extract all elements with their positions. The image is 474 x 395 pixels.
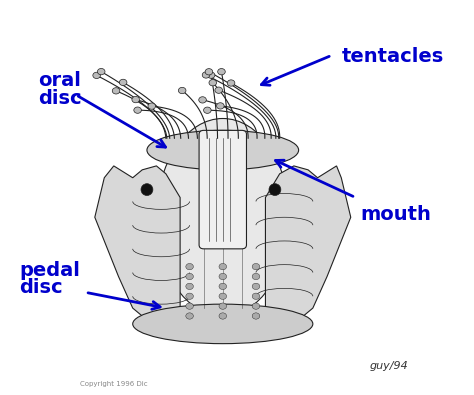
Circle shape: [98, 68, 105, 75]
Circle shape: [178, 87, 186, 94]
Circle shape: [215, 87, 222, 93]
Circle shape: [219, 303, 227, 309]
Circle shape: [218, 69, 225, 75]
Circle shape: [219, 293, 227, 299]
Ellipse shape: [156, 118, 289, 316]
Circle shape: [252, 303, 260, 309]
Ellipse shape: [133, 304, 313, 344]
Polygon shape: [265, 166, 351, 324]
Text: pedal
disc: pedal disc: [19, 261, 80, 297]
Circle shape: [112, 88, 120, 94]
FancyBboxPatch shape: [199, 130, 246, 249]
Circle shape: [209, 79, 217, 86]
Text: oral
disc: oral disc: [38, 71, 82, 107]
Ellipse shape: [141, 184, 153, 196]
Circle shape: [93, 72, 100, 79]
Text: mouth: mouth: [360, 205, 431, 224]
Circle shape: [252, 263, 260, 270]
Circle shape: [202, 72, 210, 78]
Circle shape: [186, 303, 193, 309]
Circle shape: [186, 273, 193, 280]
Circle shape: [186, 283, 193, 290]
Circle shape: [252, 293, 260, 299]
Circle shape: [219, 283, 227, 290]
Text: Copyright 1996 Dic: Copyright 1996 Dic: [80, 381, 147, 387]
Circle shape: [132, 96, 139, 103]
Circle shape: [207, 72, 215, 78]
Circle shape: [252, 283, 260, 290]
Circle shape: [219, 273, 227, 280]
Circle shape: [227, 80, 235, 86]
Ellipse shape: [269, 184, 281, 196]
Circle shape: [134, 107, 141, 113]
Text: tentacles: tentacles: [341, 47, 444, 66]
Circle shape: [186, 263, 193, 270]
Circle shape: [252, 273, 260, 280]
Circle shape: [219, 263, 227, 270]
Circle shape: [205, 69, 213, 75]
Circle shape: [199, 97, 206, 103]
Circle shape: [252, 313, 260, 319]
Circle shape: [186, 293, 193, 299]
Circle shape: [186, 313, 193, 319]
Polygon shape: [95, 166, 180, 324]
Circle shape: [148, 103, 155, 109]
Circle shape: [217, 103, 224, 109]
Circle shape: [219, 313, 227, 319]
Text: guy/94: guy/94: [370, 361, 409, 371]
Ellipse shape: [147, 130, 299, 170]
Circle shape: [119, 79, 127, 86]
Circle shape: [203, 107, 211, 113]
